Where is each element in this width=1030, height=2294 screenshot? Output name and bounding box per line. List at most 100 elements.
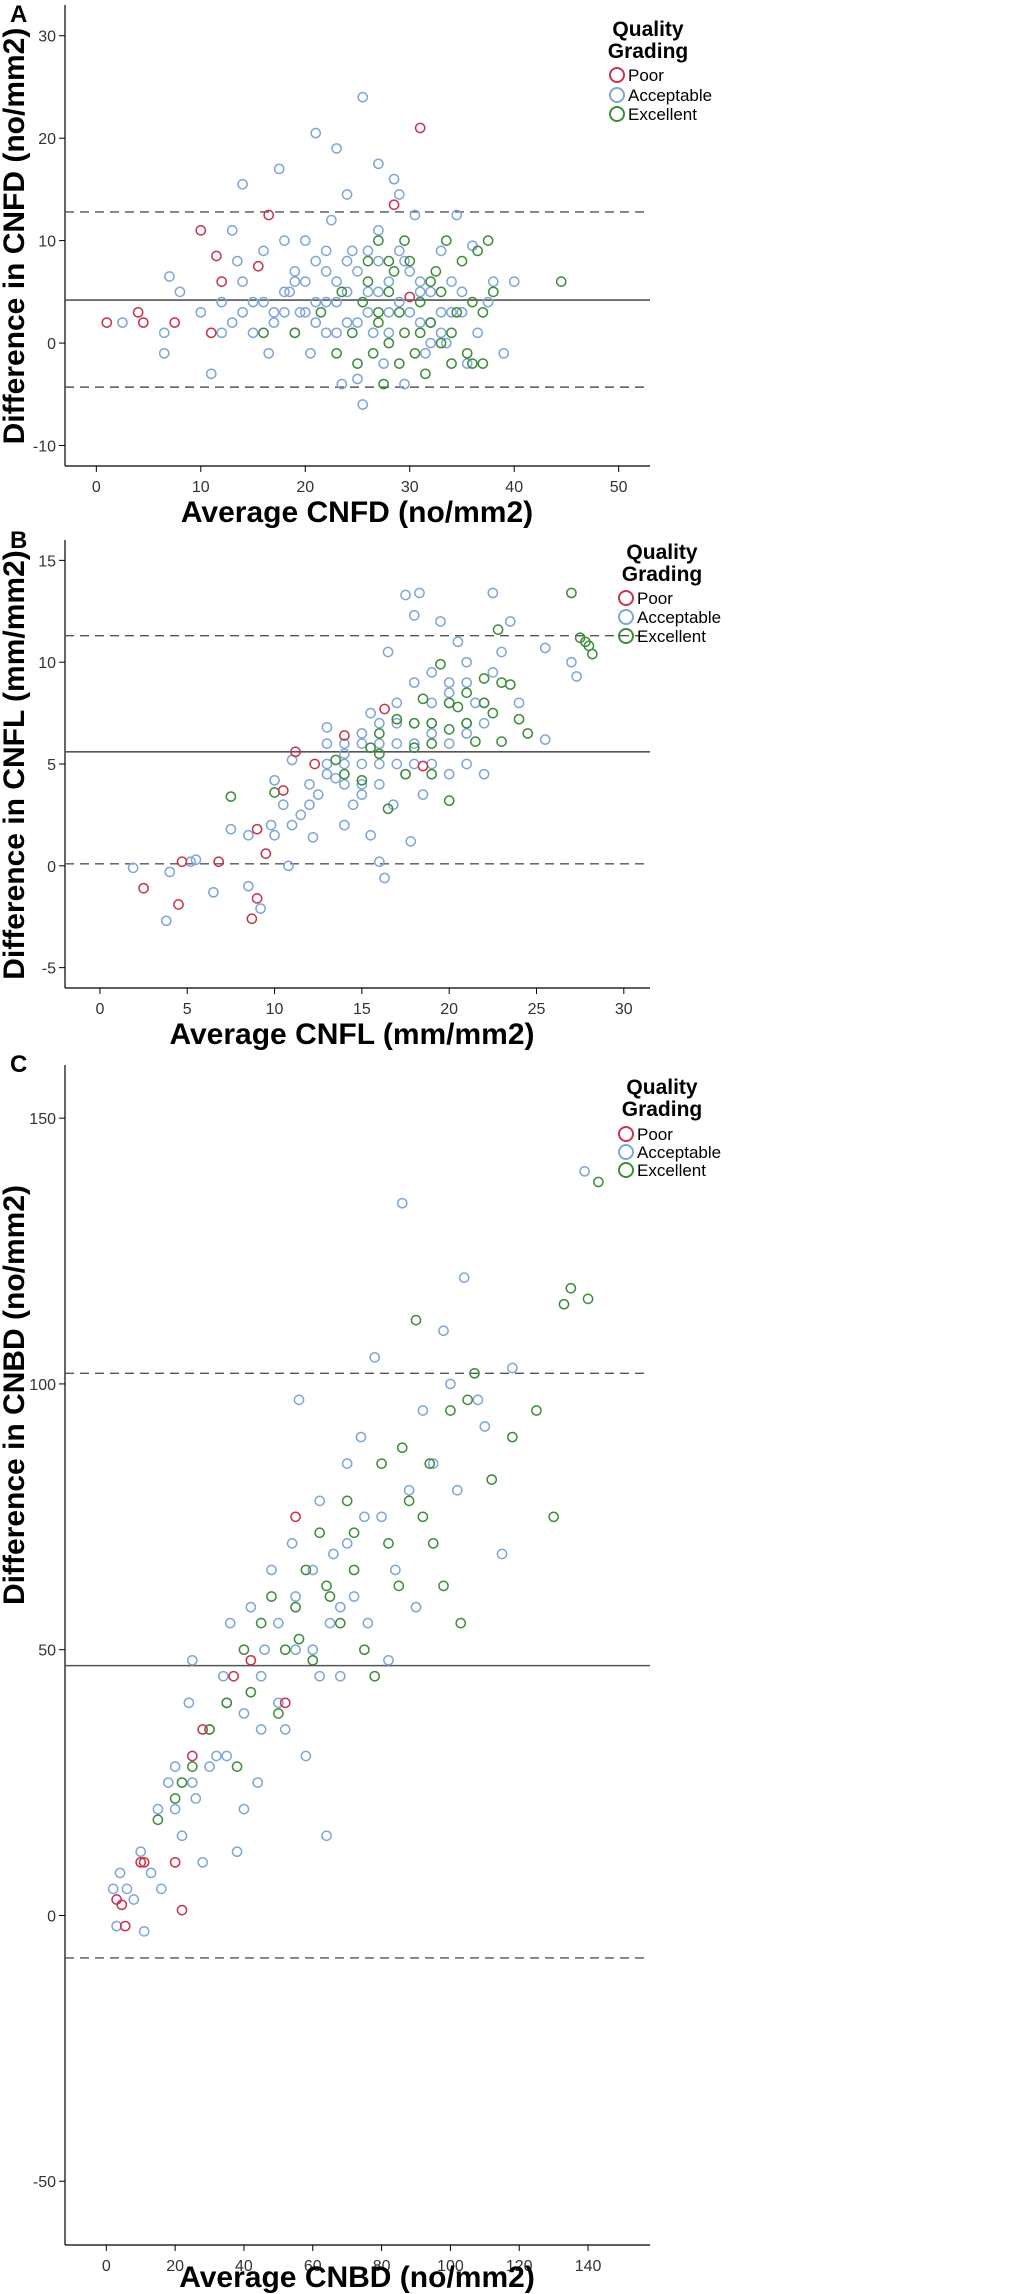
panel-b: B 0 5 10 15 20 25 30 -5 0 5 10 15 Average CNFL (mm/…	[0, 527, 721, 1051]
point-acceptable	[391, 717, 403, 729]
legend-marker-poor	[618, 1126, 634, 1142]
point-acceptable	[290, 1591, 301, 1602]
point-excellent	[477, 358, 489, 369]
point-poor	[388, 199, 400, 211]
point-acceptable	[183, 1697, 195, 1709]
point-excellent	[452, 701, 464, 713]
point-excellent	[470, 736, 481, 747]
point-acceptable	[373, 158, 384, 170]
point-acceptable	[277, 799, 289, 811]
point-acceptable	[405, 836, 417, 847]
point-excellent	[409, 347, 421, 359]
point-acceptable	[312, 789, 324, 800]
point-excellent	[373, 317, 384, 328]
point-poor	[216, 276, 228, 287]
point-acceptable	[304, 779, 315, 790]
point-acceptable	[417, 789, 429, 800]
point-excellent	[258, 327, 269, 339]
point-acceptable	[443, 738, 455, 749]
point-excellent	[404, 255, 416, 267]
point-acceptable	[339, 758, 350, 770]
point-excellent	[314, 1527, 325, 1539]
point-acceptable	[208, 886, 219, 898]
point-acceptable	[186, 1777, 198, 1788]
point-acceptable	[566, 656, 577, 668]
point-excellent	[225, 791, 237, 802]
point-acceptable	[408, 677, 420, 688]
point-acceptable	[127, 862, 139, 874]
point-excellent	[373, 235, 384, 246]
legend-c: Quality Grading Poor Acceptable Excellen…	[618, 1076, 721, 1180]
x-tick-label: 15	[353, 1001, 371, 1018]
point-acceptable	[446, 306, 457, 318]
point-acceptable	[339, 738, 350, 749]
legend-title-line2: Grading	[622, 563, 703, 586]
point-excellent	[269, 787, 280, 798]
point-acceptable	[403, 1484, 415, 1496]
point-acceptable	[341, 189, 353, 200]
point-acceptable	[539, 642, 551, 654]
point-acceptable	[478, 768, 490, 780]
plot-area-c: 0 20 40 60 80 100 120 140 -50 0 50 100 150	[29, 1065, 650, 2275]
point-poor	[309, 758, 321, 770]
point-acceptable	[390, 1564, 401, 1576]
point-acceptable	[299, 235, 311, 246]
point-poor	[211, 250, 222, 262]
point-acceptable	[504, 616, 516, 627]
point-acceptable	[362, 245, 374, 257]
point-acceptable	[470, 697, 481, 709]
point-acceptable	[336, 378, 348, 390]
point-acceptable	[341, 1458, 353, 1469]
legend-marker-excellent	[618, 1162, 634, 1178]
point-excellent	[321, 1580, 332, 1592]
panel-c: C 0 20 40 60 80 100 120 140 -50 0 50 100 150 Average…	[0, 1051, 721, 2294]
point-excellent	[369, 1670, 381, 1682]
y-tick-label: 100	[29, 1377, 56, 1394]
point-poor	[137, 317, 149, 328]
point-acceptable	[321, 758, 333, 770]
point-poor	[169, 1856, 181, 1868]
panel-label-b: B	[10, 527, 27, 554]
point-acceptable	[307, 831, 319, 843]
y-tick-label: 20	[38, 131, 56, 148]
point-excellent	[492, 624, 504, 635]
point-excellent	[558, 1298, 570, 1310]
point-excellent	[307, 1654, 319, 1666]
point-acceptable	[356, 758, 368, 770]
point-acceptable	[197, 1856, 208, 1868]
point-poor	[251, 823, 263, 835]
point-acceptable	[414, 286, 426, 298]
point-acceptable	[164, 866, 176, 878]
point-poor	[186, 1750, 198, 1762]
point-excellent	[266, 1591, 277, 1602]
x-tick-label: 0	[92, 479, 101, 496]
point-acceptable	[487, 667, 499, 678]
point-acceptable	[467, 240, 478, 252]
point-acceptable	[268, 306, 280, 318]
point-acceptable	[321, 768, 333, 780]
point-acceptable	[487, 587, 499, 599]
point-acceptable	[225, 823, 237, 835]
point-acceptable	[539, 734, 551, 745]
point-excellent	[456, 255, 468, 267]
point-acceptable	[243, 829, 254, 841]
point-poor	[119, 1920, 131, 1932]
point-acceptable	[289, 276, 301, 287]
point-acceptable	[352, 266, 363, 277]
point-excellent	[425, 276, 436, 287]
plot-area-a: 0 10 20 30 40 50 -10 0 10 20 30	[33, 5, 650, 496]
legend-label-acceptable: Acceptable	[637, 608, 721, 627]
point-excellent	[435, 658, 446, 670]
point-acceptable	[307, 1564, 319, 1576]
point-acceptable	[452, 636, 464, 648]
point-poor	[197, 1724, 208, 1735]
point-acceptable	[426, 697, 438, 709]
point-acceptable	[365, 707, 376, 719]
point-acceptable	[409, 209, 421, 221]
point-poor	[169, 317, 181, 328]
point-poor	[263, 209, 275, 221]
point-excellent	[300, 1564, 312, 1576]
point-acceptable	[299, 306, 311, 318]
point-acceptable	[331, 276, 342, 287]
point-acceptable	[339, 779, 350, 790]
